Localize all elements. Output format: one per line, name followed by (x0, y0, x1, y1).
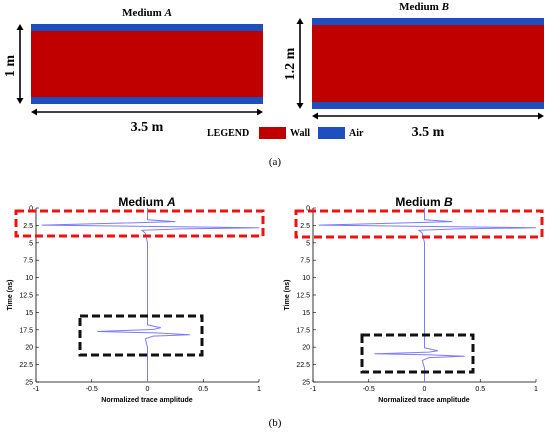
medium-a-wall (31, 31, 263, 97)
chart-a-ytick-label: 17.5 (19, 327, 33, 334)
chart-a-series-line (41, 208, 260, 382)
legend-wall-swatch (259, 127, 286, 139)
legend: LEGEND Wall Air (207, 127, 364, 139)
chart-a-ylabel: Time (ns) (7, 280, 14, 311)
chart-a-ytick-label: 15 (25, 310, 33, 317)
chart-b-ytick-label: 5 (306, 240, 310, 247)
panel-a: Medium A 1 m 3.5 m Medium B 1.2 m 3.5 m … (3, 1, 544, 168)
chart-b-xtick-label: -0.5 (363, 386, 375, 393)
chart-a-highlight-red (14, 209, 265, 238)
medium-b-wall (312, 25, 544, 102)
chart-b-ytick-label: 7.5 (300, 258, 310, 265)
chart-a-xlabel: Normalized trace amplitude (101, 397, 193, 404)
chart-a-xtick-label: 0.5 (198, 386, 208, 393)
medium-b-width-label: 3.5 m (412, 125, 445, 140)
chart-b-title: Medium B (395, 195, 453, 209)
chart-b-xlabel: Normalized trace amplitude (378, 397, 470, 404)
chart-b-ylabel: Time (ns) (284, 280, 291, 311)
medium-a-air-top (31, 24, 263, 31)
chart-b-ytick-label: 0 (306, 206, 310, 213)
chart-b-highlight-black (360, 333, 475, 374)
chart-b-xtick-label: 1 (534, 386, 538, 393)
legend-air-swatch (318, 127, 345, 139)
medium-a-air-bottom (31, 97, 263, 104)
chart-a-ytick-label: 22.5 (19, 362, 33, 369)
chart-a-title: Medium A (118, 195, 175, 209)
chart-b-ytick-label: 20 (302, 345, 310, 352)
chart-b-ytick-label: 12.5 (296, 293, 310, 300)
chart-b-highlight-red (294, 209, 544, 239)
medium-a-height-label: 1 m (3, 55, 18, 78)
medium-b-heading: Medium B (399, 1, 449, 13)
chart-b-series-line (318, 208, 537, 382)
chart-a-xtick-label: -1 (33, 386, 39, 393)
legend-air-label: Air (349, 128, 364, 139)
medium-b-height-label: 1.2 m (283, 47, 298, 80)
chart-a-xtick-label: -0.5 (86, 386, 98, 393)
chart-a-highlight-black (78, 314, 204, 357)
chart-b-ytick-label: 17.5 (296, 327, 310, 334)
medium-a-heading: Medium A (122, 7, 172, 19)
medium-b-air-top (312, 18, 544, 25)
legend-title: LEGEND (207, 128, 249, 139)
chart-a-xtick-label: 0 (146, 386, 150, 393)
medium-a-width-label: 3.5 m (131, 120, 164, 135)
chart-a-ytick-label: 12.5 (19, 293, 33, 300)
chart-b-xtick-label: 0.5 (475, 386, 485, 393)
caption-a: (a) (269, 156, 282, 168)
chart-b-ytick-label: 2.5 (300, 223, 310, 230)
chart-a-ytick-label: 20 (25, 345, 33, 352)
chart-a-ytick-label: 0 (29, 206, 33, 213)
chart-b-xtick-label: 0 (423, 386, 427, 393)
chart-a-ytick-label: 2.5 (23, 223, 33, 230)
chart-a-ytick-label: 7.5 (23, 258, 33, 265)
chart-b-xtick-label: -1 (310, 386, 316, 393)
chart-b-ytick-label: 22.5 (296, 362, 310, 369)
chart-b-ytick-label: 10 (302, 275, 310, 282)
legend-wall-label: Wall (290, 128, 310, 139)
medium-b-air-bottom (312, 102, 544, 109)
chart-a-ytick-label: 10 (25, 275, 33, 282)
chart-b-ytick-label: 15 (302, 310, 310, 317)
chart-a-ytick-label: 5 (29, 240, 33, 247)
chart-a-ytick-label: 25 (25, 380, 33, 387)
chart-a-xtick-label: 1 (257, 386, 261, 393)
caption-b: (b) (269, 417, 282, 429)
chart-b-ytick-label: 25 (302, 380, 310, 387)
